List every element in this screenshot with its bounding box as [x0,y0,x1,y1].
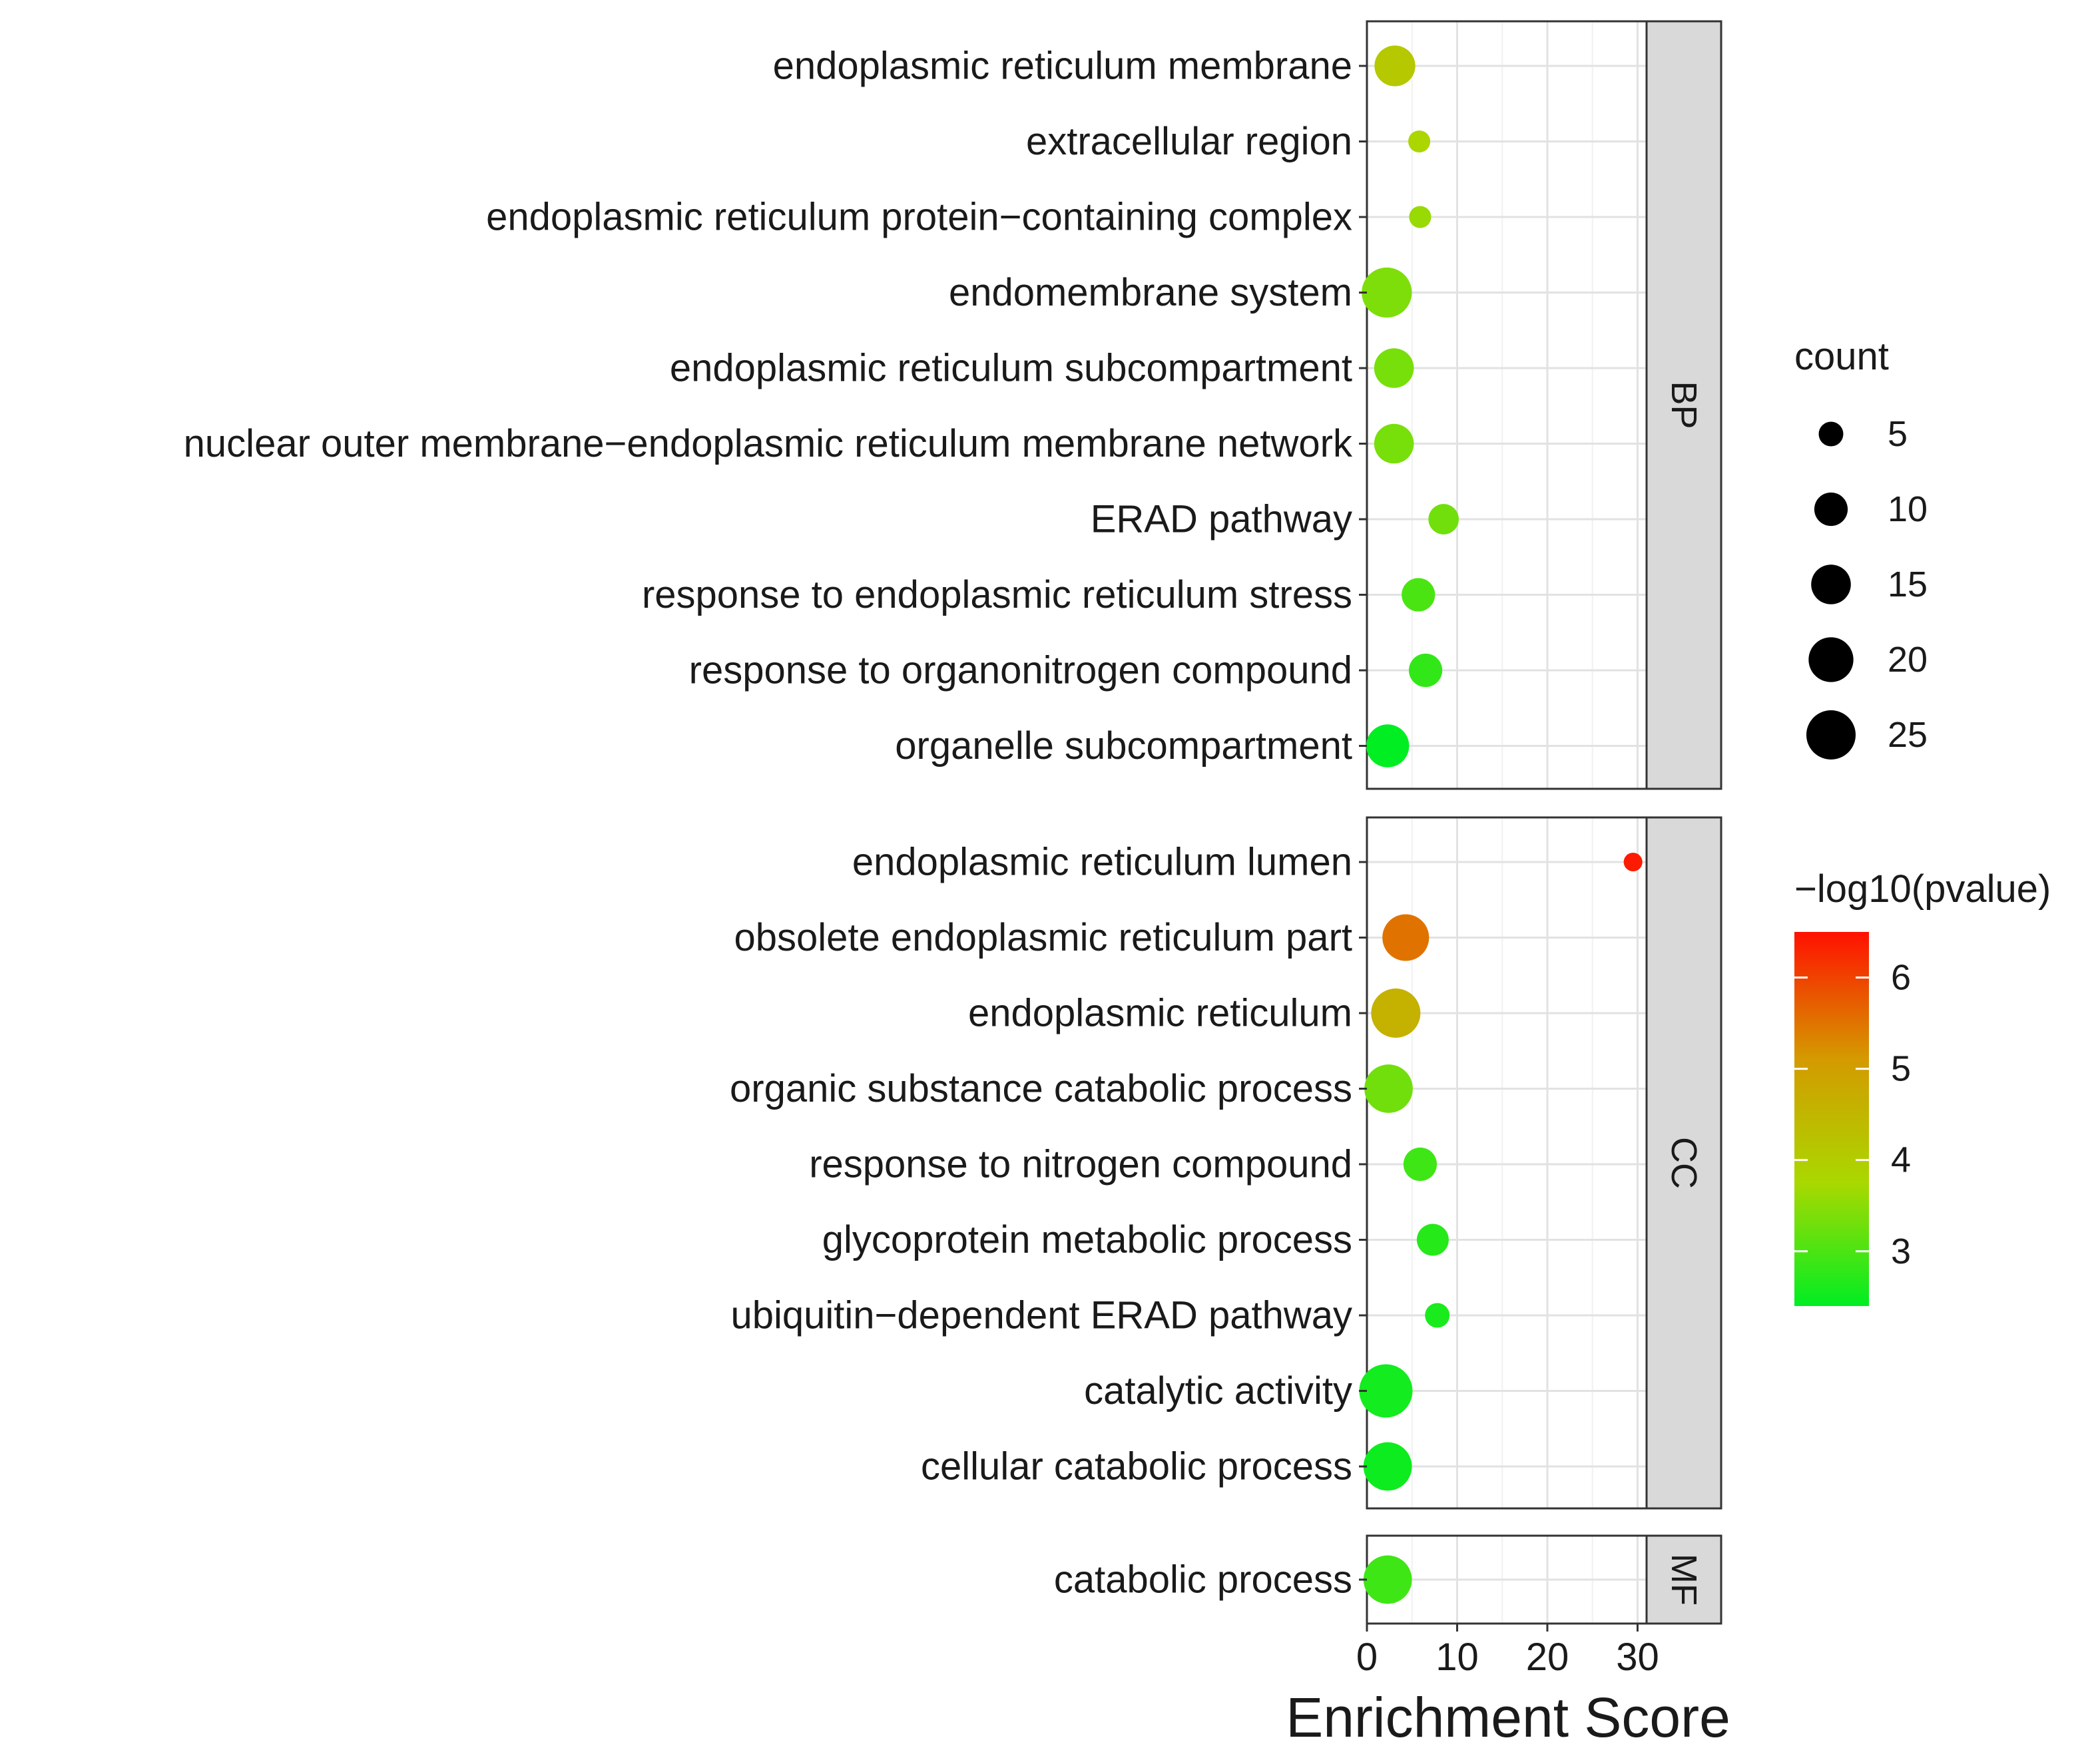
term-label: endoplasmic reticulum lumen [852,841,1352,884]
data-point [1425,1303,1450,1328]
facet-strip [1645,20,1722,790]
size-legend-label: 15 [1888,564,1928,604]
size-legend-label: 25 [1888,715,1928,755]
data-point [1362,267,1412,318]
colorbar-label: 4 [1891,1140,1911,1180]
size-legend-key [1808,637,1854,682]
term-label: endoplasmic reticulum [968,992,1352,1035]
term-label: obsolete endoplasmic reticulum part [734,916,1352,959]
data-point [1623,852,1643,872]
term-label: ERAD pathway [1091,498,1352,541]
size-legend-title: count [1794,335,1889,378]
term-label: cellular catabolic process [921,1445,1352,1488]
data-point [1359,1364,1413,1418]
data-point [1409,206,1432,228]
size-legend-key [1818,421,1844,447]
x-tick-label: 10 [1436,1636,1479,1679]
size-legend-label: 5 [1888,414,1908,454]
size-legend-key [1811,564,1851,604]
x-tick-label: 30 [1616,1636,1659,1679]
data-point [1364,1064,1413,1113]
x-tick-label: 20 [1526,1636,1569,1679]
data-point [1403,1147,1438,1182]
term-label: organelle subcompartment [895,724,1352,768]
term-label: response to nitrogen compound [809,1143,1352,1186]
data-point [1363,1442,1412,1491]
term-label: response to endoplasmic reticulum stress [642,573,1352,616]
data-point [1408,653,1443,688]
facet-strip-label: BP [1664,381,1704,429]
colorbar-label: 6 [1891,958,1911,998]
term-label: glycoprotein metabolic process [822,1218,1352,1261]
size-legend-key [1814,492,1848,527]
facet-strip-label: CC [1664,1137,1704,1189]
color-legend-title: −log10(pvalue) [1794,867,2051,911]
data-point [1366,724,1410,768]
x-tick-label: 0 [1356,1636,1378,1679]
data-point [1363,1555,1412,1604]
facet-strip-label: MF [1664,1554,1704,1606]
term-label: endoplasmic reticulum subcompartment [670,347,1352,390]
term-label: endomembrane system [949,271,1352,314]
data-point [1428,504,1459,535]
term-label: nuclear outer membrane−endoplasmic retic… [184,422,1353,465]
term-label: catalytic activity [1084,1369,1352,1413]
data-point [1374,348,1414,388]
data-point [1374,45,1416,87]
term-label: response to organonitrogen compound [689,649,1352,692]
size-legend-key [1806,710,1856,760]
data-point [1402,578,1436,612]
data-point [1382,914,1430,961]
size-legend-label: 10 [1888,489,1928,529]
data-point [1408,130,1431,153]
data-point [1416,1223,1449,1256]
size-legend-label: 20 [1888,640,1928,680]
x-axis-title: Enrichment Score [1286,1686,1730,1749]
facet-strip [1645,1534,1722,1625]
colorbar-label: 3 [1891,1231,1911,1271]
colorbar-label: 5 [1891,1049,1911,1089]
colorbar [1794,932,1869,1306]
facet-strip [1645,816,1722,1510]
term-label: catabolic process [1054,1558,1352,1602]
term-label: endoplasmic reticulum protein−containing… [486,196,1352,239]
term-label: organic substance catabolic process [730,1067,1352,1110]
term-label: endoplasmic reticulum membrane [773,45,1352,88]
term-label: ubiquitin−dependent ERAD pathway [731,1294,1353,1337]
panel-background-bp [1367,21,1647,789]
data-point [1371,988,1421,1038]
data-point [1374,423,1414,464]
term-label: extracellular region [1026,120,1352,163]
